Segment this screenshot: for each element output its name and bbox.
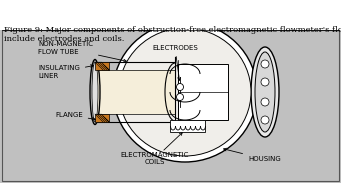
Circle shape <box>261 116 269 124</box>
Ellipse shape <box>255 52 275 132</box>
Text: ELECTRODES: ELECTRODES <box>152 45 198 80</box>
Ellipse shape <box>251 47 279 137</box>
Circle shape <box>261 98 269 106</box>
Text: NON-MAGNETIC
FLOW TUBE: NON-MAGNETIC FLOW TUBE <box>38 42 127 62</box>
Text: Figure 9: Major components of obstruction-free electromagnetic flowmeter's flow : Figure 9: Major components of obstructio… <box>4 26 341 43</box>
Text: FLANGE: FLANGE <box>55 112 95 120</box>
Bar <box>97 70 175 114</box>
Text: INSULATING
LINER: INSULATING LINER <box>38 65 93 79</box>
Bar <box>95 62 109 70</box>
Circle shape <box>261 78 269 86</box>
Text: ELECTROMAGNETIC
COILS: ELECTROMAGNETIC COILS <box>121 132 189 165</box>
Text: HOUSING: HOUSING <box>224 148 281 162</box>
Ellipse shape <box>92 62 98 122</box>
Bar <box>178 64 228 120</box>
Bar <box>2 30 339 181</box>
Bar <box>170 120 205 132</box>
Bar <box>0 0 341 30</box>
Ellipse shape <box>119 28 251 156</box>
Circle shape <box>177 83 183 91</box>
Circle shape <box>261 60 269 68</box>
Circle shape <box>177 94 183 100</box>
Ellipse shape <box>113 22 257 162</box>
Bar <box>95 114 109 122</box>
